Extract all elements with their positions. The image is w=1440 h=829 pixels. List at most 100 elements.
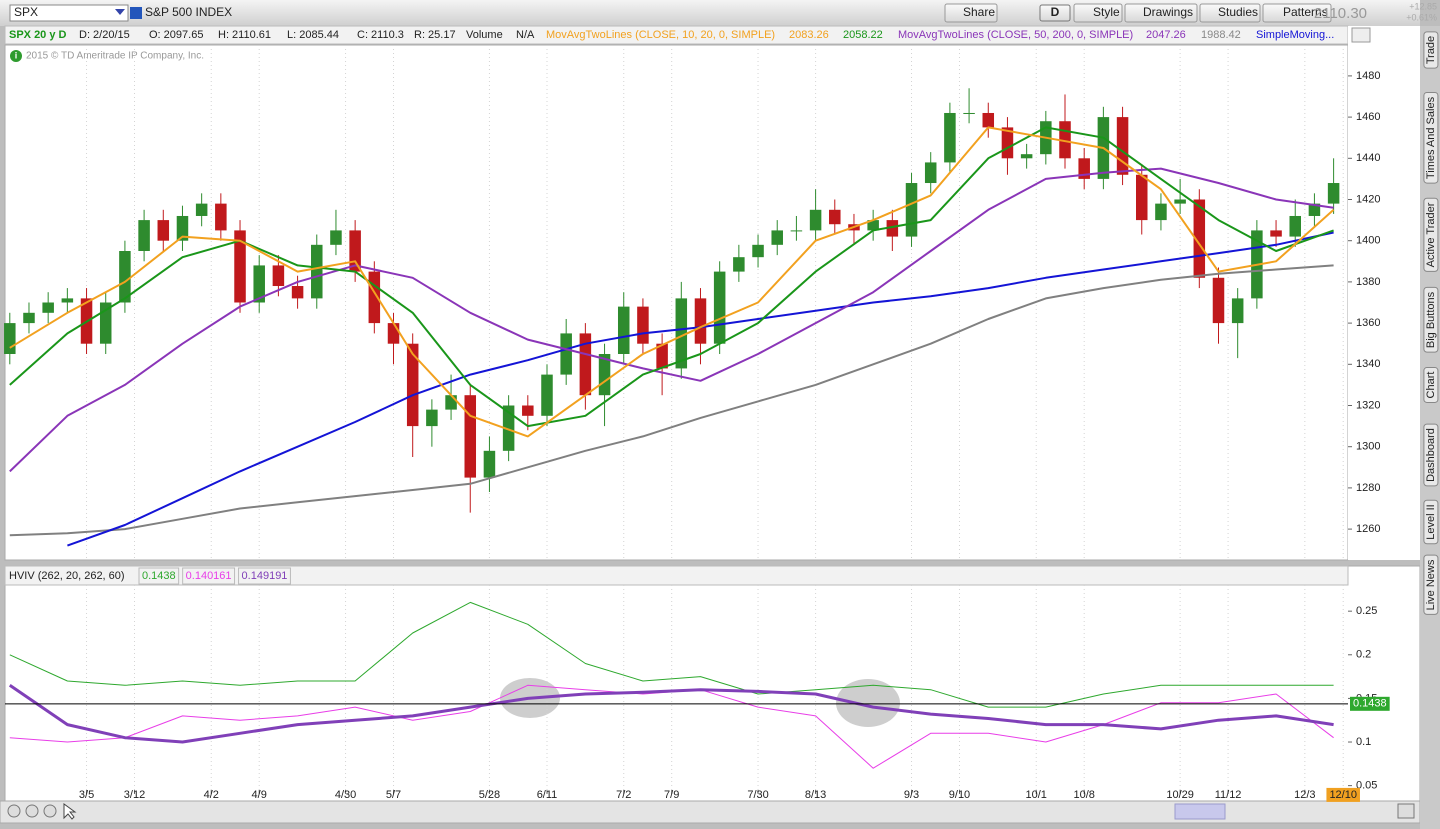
- share-button[interactable]: [944, 3, 998, 23]
- side-tab[interactable]: Live News: [1425, 559, 1437, 610]
- y-tick-label: 1280: [1356, 482, 1380, 494]
- current-date-box: [1326, 787, 1360, 802]
- patterns-label[interactable]: Patterns: [1283, 5, 1328, 19]
- y-tick-label: 1260: [1356, 523, 1380, 535]
- candle-body: [1193, 199, 1206, 278]
- price-axis: [1348, 26, 1420, 560]
- study-label[interactable]: MovAvgTwoLines (CLOSE, 50, 200, 0, SIMPL…: [898, 29, 1133, 41]
- highlight-ellipse: [836, 679, 900, 727]
- x-tick-label: 10/1: [1026, 789, 1047, 801]
- candle-body: [771, 230, 783, 245]
- side-tab-bg[interactable]: [1423, 554, 1439, 615]
- x-tick-label: 5/28: [479, 789, 500, 801]
- study-label[interactable]: MovAvgTwoLines (CLOSE, 10, 20, 0, SIMPLE…: [546, 29, 775, 41]
- x-tick-label: 3/5: [79, 789, 94, 801]
- drawings-label[interactable]: Drawings: [1143, 5, 1193, 19]
- scroll-thumb[interactable]: [1174, 803, 1226, 820]
- style-button[interactable]: [1073, 3, 1123, 23]
- style-label[interactable]: Style: [1093, 5, 1120, 19]
- candle-body: [23, 312, 35, 324]
- zoom-fit[interactable]: [43, 804, 57, 818]
- side-tab[interactable]: Times And Sales: [1425, 96, 1437, 179]
- symbol-icon: [130, 7, 142, 19]
- zoom-out[interactable]: [25, 804, 39, 818]
- candle-body: [502, 405, 515, 451]
- y-tick-label: 0.05: [1356, 780, 1377, 792]
- info-icon-glyph[interactable]: i: [15, 50, 18, 60]
- side-tab[interactable]: Big Buttons: [1425, 291, 1437, 348]
- candle-body: [138, 220, 150, 251]
- candle-body: [349, 230, 361, 272]
- x-tick-label: 8/13: [805, 789, 826, 801]
- readout-box: [182, 567, 236, 585]
- y-tick-label: 1400: [1356, 235, 1380, 247]
- share-label[interactable]: Share: [963, 5, 995, 19]
- candle-body: [368, 271, 381, 324]
- side-tab[interactable]: Trade: [1425, 36, 1437, 64]
- candle-body: [944, 112, 956, 163]
- aggregation-button[interactable]: [1039, 4, 1071, 22]
- side-tab[interactable]: Dashboard: [1425, 428, 1437, 482]
- studies-label[interactable]: Studies: [1218, 5, 1258, 19]
- current-value-marker: 0.1438: [1353, 698, 1387, 710]
- info-range: R: 25.17: [414, 29, 456, 41]
- symbol[interactable]: SPX: [14, 5, 38, 19]
- volume-label: Volume: [466, 29, 503, 41]
- side-tab[interactable]: Chart: [1425, 372, 1437, 399]
- side-tab-bg[interactable]: [1423, 499, 1439, 545]
- side-tab-bg[interactable]: [1423, 423, 1439, 487]
- net-change: +12.85: [1409, 1, 1437, 11]
- candle-body: [713, 271, 726, 344]
- info-icon[interactable]: [10, 50, 22, 62]
- x-tick-label: 4/30: [335, 789, 356, 801]
- candle-body: [829, 209, 841, 225]
- aggregation-label[interactable]: D: [1051, 5, 1060, 19]
- x-tick-label: 12/10: [1329, 789, 1357, 801]
- y-tick-label: 1360: [1356, 317, 1380, 329]
- side-tab[interactable]: Level II: [1425, 504, 1437, 539]
- y-tick-label: 1460: [1356, 111, 1380, 123]
- study-readout: 0.1438: [142, 570, 176, 582]
- candle-body: [4, 323, 16, 354]
- zoom-in[interactable]: [7, 804, 21, 818]
- readout-box: [138, 567, 180, 585]
- x-tick-label: 7/9: [664, 789, 679, 801]
- side-tab-bg[interactable]: [1423, 286, 1439, 353]
- candle-body: [464, 395, 477, 478]
- candle-body: [598, 354, 611, 396]
- candle-body: [1231, 298, 1244, 324]
- candle-body: [1116, 117, 1129, 175]
- cursor-tool[interactable]: [63, 803, 77, 820]
- y-tick-label: 1480: [1356, 70, 1380, 82]
- candle-body: [790, 230, 803, 232]
- study-value: 2047.26: [1146, 29, 1186, 41]
- patterns-button[interactable]: [1262, 3, 1332, 23]
- studies-button[interactable]: [1199, 3, 1261, 23]
- dropdown-arrow[interactable]: [115, 9, 125, 15]
- axis-button[interactable]: [1351, 27, 1371, 43]
- side-tab-bg[interactable]: [1423, 31, 1439, 69]
- symbol-input[interactable]: [9, 4, 129, 22]
- current-value-box: [1350, 696, 1390, 711]
- side-tab-bg[interactable]: [1423, 197, 1439, 272]
- candle-body: [157, 220, 170, 241]
- candle-body: [1020, 154, 1033, 159]
- percent-change: +0.61%: [1406, 12, 1437, 22]
- candle-body: [1270, 230, 1282, 237]
- candle-body: [483, 450, 496, 478]
- drawings-button[interactable]: [1124, 3, 1198, 23]
- side-tab[interactable]: Active Trader: [1425, 202, 1437, 267]
- study-label[interactable]: SimpleMoving...: [1256, 29, 1334, 41]
- lower-panel: [4, 565, 1421, 802]
- side-tab-bg[interactable]: [1423, 91, 1439, 184]
- candle-body: [1212, 277, 1225, 324]
- info-close: C: 2110.3: [357, 29, 404, 41]
- y-tick-label: 1380: [1356, 276, 1380, 288]
- line-series: [8, 684, 1334, 744]
- y-tick-label: 0.25: [1356, 605, 1377, 617]
- side-tabs: Trade Times And Sales Active Trader Big But…: [1423, 31, 1439, 615]
- side-tab-bg[interactable]: [1423, 367, 1439, 403]
- scroll-end-button[interactable]: [1397, 803, 1415, 819]
